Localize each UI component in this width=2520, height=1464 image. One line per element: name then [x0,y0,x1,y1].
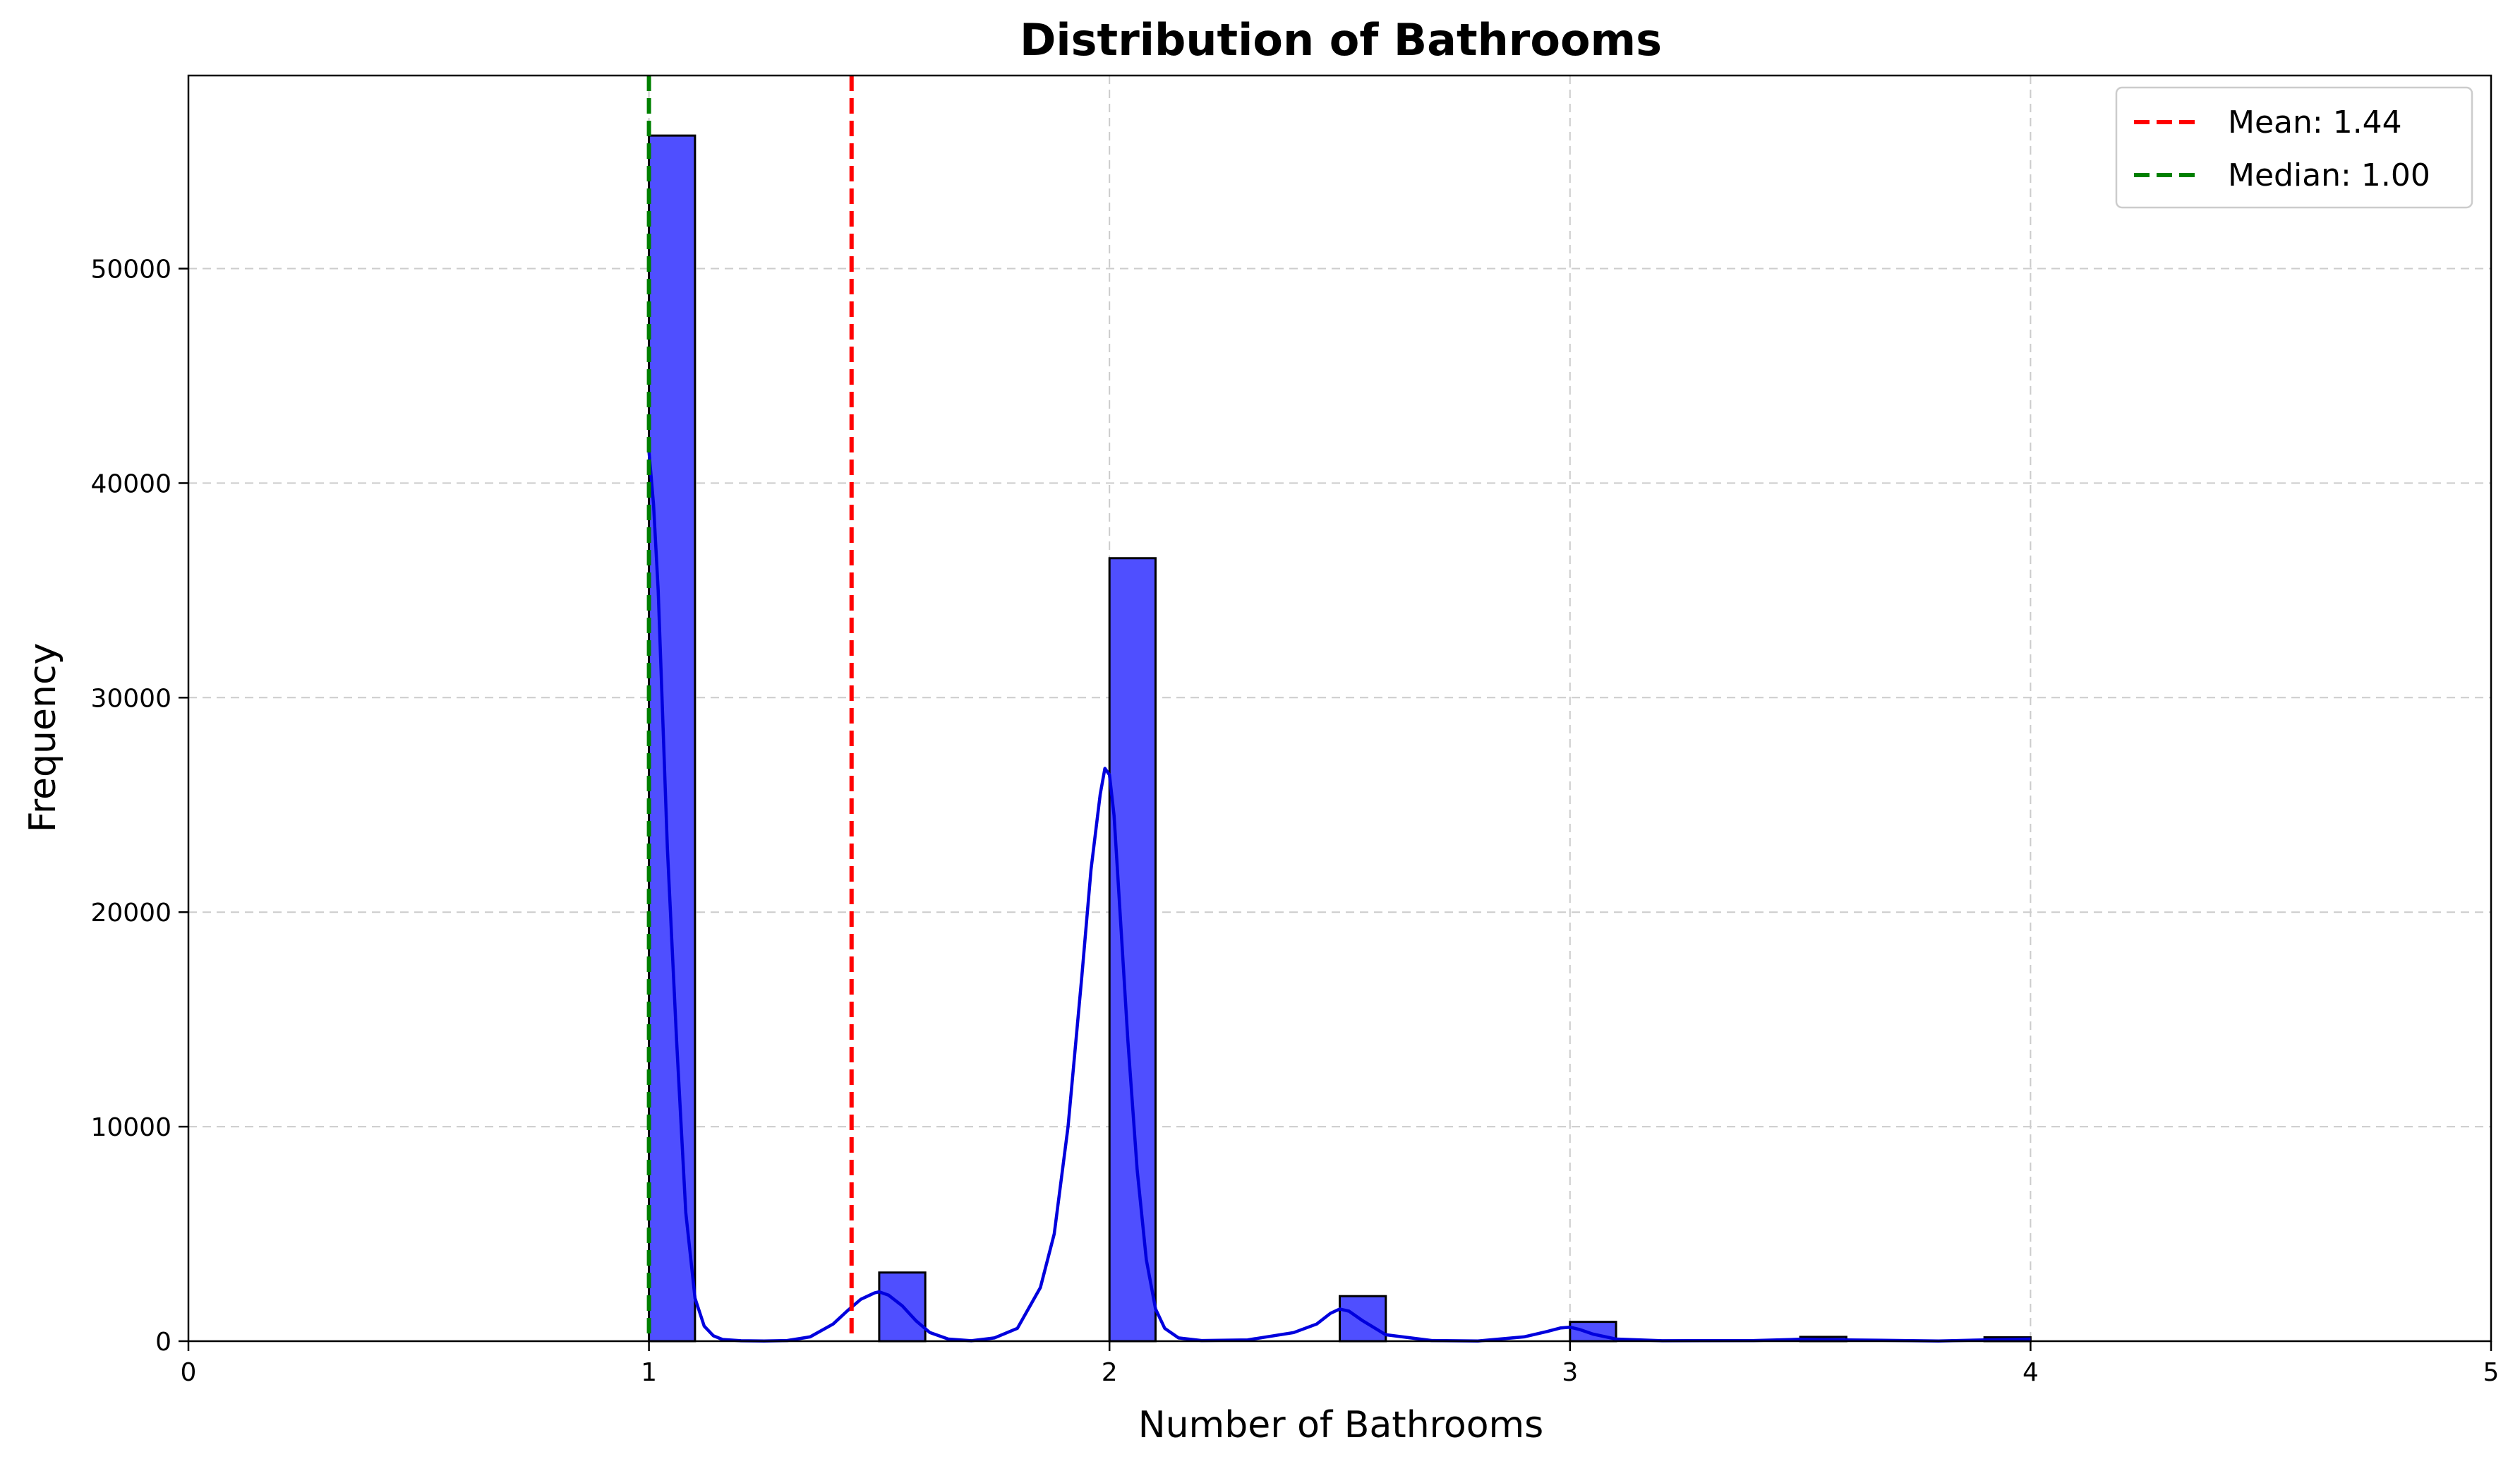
x-tick-label-4: 4 [2022,1358,2039,1387]
x-tick-label-2: 2 [1102,1358,1118,1387]
histogram-bar-0 [648,134,697,1343]
chart-title: Distribution of Bathrooms [1020,14,1662,66]
y-tick-label-3: 30000 [90,684,171,713]
y-tick-label-1: 10000 [90,1113,171,1142]
y-tick-label-0: 0 [155,1328,171,1357]
legend: Mean: 1.44 Median: 1.00 [2115,86,2473,209]
y-tick-label-5: 50000 [90,256,171,284]
x-tick-label-1: 1 [641,1358,657,1387]
histogram-bars [648,134,2032,1343]
histogram-bar-3 [1339,1295,1387,1343]
y-tick-label-2: 20000 [90,899,171,928]
x-axis-label: Number of Bathrooms [1138,1404,1544,1446]
x-tick-label-5: 5 [2483,1358,2500,1387]
y-axis-ticks: 0 10000 20000 30000 40000 50000 [90,256,188,1357]
legend-box [2115,86,2473,209]
y-axis-label: Frequency [22,643,64,833]
legend-median-label: Median: 1.00 [2228,157,2430,193]
reference-lines [646,76,854,1341]
y-tick-label-4: 40000 [90,469,171,498]
x-tick-label-3: 3 [1562,1358,1578,1387]
x-axis-ticks: 0 1 2 3 4 5 [181,1341,2500,1387]
histogram-bar-2 [1108,557,1157,1343]
plot-frame [187,74,2492,1343]
legend-mean-label: Mean: 1.44 [2228,104,2402,140]
x-tick-label-0: 0 [181,1358,197,1387]
